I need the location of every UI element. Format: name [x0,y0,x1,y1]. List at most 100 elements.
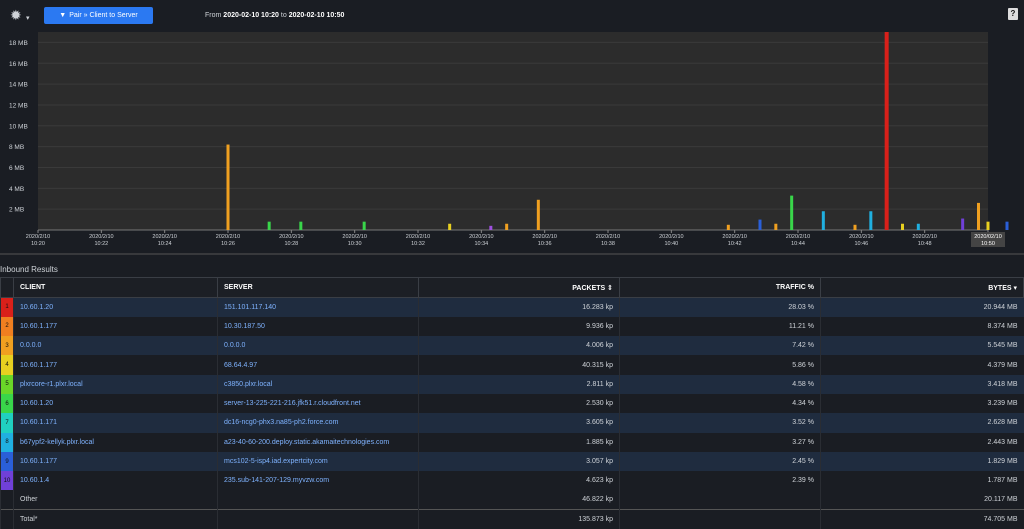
bytes-cell: 4.379 MB [821,355,1024,374]
chart-bar [822,211,825,230]
pair-client-to-server-button[interactable]: ▼ Pair » Client to Server [44,7,153,24]
server-link[interactable]: 0.0.0.0 [218,336,419,355]
x-tick-time: 10:36 [538,241,552,247]
server-link[interactable]: dc16-ncg0-phx3.na85-ph2.force.com [218,413,419,432]
bytes-cell: 3.239 MB [821,394,1024,413]
client-link[interactable]: b67ypf2-kellyk.plxr.local [14,433,218,452]
x-tick-date: 2020/2/10 [786,234,810,240]
x-tick-date: 2020/2/10 [152,234,176,240]
column-header-server[interactable]: SERVER [218,278,419,298]
client-link[interactable]: 10.60.1.4 [14,471,218,490]
bytes-cell: 1.829 MB [821,452,1024,471]
packets-cell: 3.057 kp [419,452,620,471]
packets-cell: 2.530 kp [419,394,620,413]
server-link[interactable]: 151.101.117.140 [218,298,419,317]
chart-bar [505,224,508,230]
traffic-cell: 4.34 % [620,394,821,413]
client-link[interactable]: 10.60.1.177 [14,452,218,471]
bytes-cell: 20.944 MB [821,298,1024,317]
traffic-cell: 3.52 % [620,413,821,432]
other-server [218,490,419,509]
chart-bar [774,224,777,230]
other-row: Other 46.822 kp 20.117 MB [1,490,1024,509]
results-title: Inbound Results [0,265,58,274]
plot-area [38,32,988,230]
chart-bar [227,145,230,230]
y-tick-label: 6 MB [9,165,24,172]
help-icon[interactable]: ? [1008,8,1018,20]
y-tick-label: 2 MB [9,207,24,214]
x-tick-date: 2020/2/10 [406,234,430,240]
range-from-value: 2020-02-10 10:20 [223,12,279,19]
client-link[interactable]: 0.0.0.0 [14,336,218,355]
row-swatch: 2 [1,317,14,336]
server-link[interactable]: server-13-225-221-216.jfk51.r.cloudfront… [218,394,419,413]
x-tick-date: 2020/2/10 [279,234,303,240]
client-link[interactable]: 10.60.1.20 [14,298,218,317]
client-link[interactable]: 10.60.1.20 [14,394,218,413]
gear-icon[interactable]: ✹▾ [10,7,34,23]
other-traffic [620,490,821,509]
packets-cell: 16.283 kp [419,298,620,317]
traffic-cell: 3.27 % [620,433,821,452]
row-swatch: 9 [1,452,14,471]
x-tick-time: 10:30 [348,241,362,247]
traffic-cell: 2.45 % [620,452,821,471]
bytes-cell: 8.374 MB [821,317,1024,336]
client-link[interactable]: plxrcore-r1.plxr.local [14,375,218,394]
x-tick-time: 10:20 [31,241,45,247]
server-link[interactable]: mcs102-5-isp4.iad.expertcity.com [218,452,419,471]
range-to-label: to [281,12,287,19]
server-link[interactable]: c3850.plxr.local [218,375,419,394]
y-tick-label: 10 MB [9,123,28,130]
client-link[interactable]: 10.60.1.177 [14,355,218,374]
server-link[interactable]: 68.64.4.97 [218,355,419,374]
x-tick-time: 10:50 [981,241,995,247]
server-link[interactable]: 10.30.187.50 [218,317,419,336]
x-tick-date: 2020/2/10 [596,234,620,240]
column-header-bytes[interactable]: BYTES ▾ [821,278,1024,298]
server-link[interactable]: 235.sub-141-207-129.myvzw.com [218,471,419,490]
chart-bar [537,200,540,230]
x-tick-time: 10:40 [664,241,678,247]
x-tick-time: 10:24 [158,241,172,247]
packets-cell: 9.936 kp [419,317,620,336]
bytes-cell: 2.628 MB [821,413,1024,432]
client-link[interactable]: 10.60.1.177 [14,317,218,336]
column-header-packets[interactable]: PACKETS ⇕ [419,278,620,298]
chevron-down-icon: ▾ [26,11,30,27]
other-label: Other [14,490,218,509]
row-swatch: 5 [1,375,14,394]
row-swatch: 4 [1,355,14,374]
server-link[interactable]: a23-40-60-200.deploy.static.akamaitechno… [218,433,419,452]
x-tick-time: 10:42 [728,241,742,247]
row-swatch: 3 [1,336,14,355]
packets-cell: 4.006 kp [419,336,620,355]
x-tick-time: 10:38 [601,241,615,247]
x-tick-time: 10:28 [284,241,298,247]
other-swatch [1,490,14,509]
column-header-traffic[interactable]: TRAFFIC % [620,278,821,298]
client-link[interactable]: 10.60.1.171 [14,413,218,432]
x-tick-date: 2020/02/10 [974,234,1002,240]
chart-bar [299,222,302,230]
chart-bar [987,222,990,230]
chart-bar [961,219,964,230]
x-tick-time: 10:26 [221,241,235,247]
column-header-client[interactable]: CLIENT [14,278,218,298]
chart-bar [759,220,762,230]
results-table: CLIENT SERVER PACKETS ⇕ TRAFFIC % BYTES … [0,277,1024,529]
x-tick-date: 2020/2/10 [532,234,556,240]
swatch-header [1,278,14,298]
x-tick-date: 2020/2/10 [912,234,936,240]
